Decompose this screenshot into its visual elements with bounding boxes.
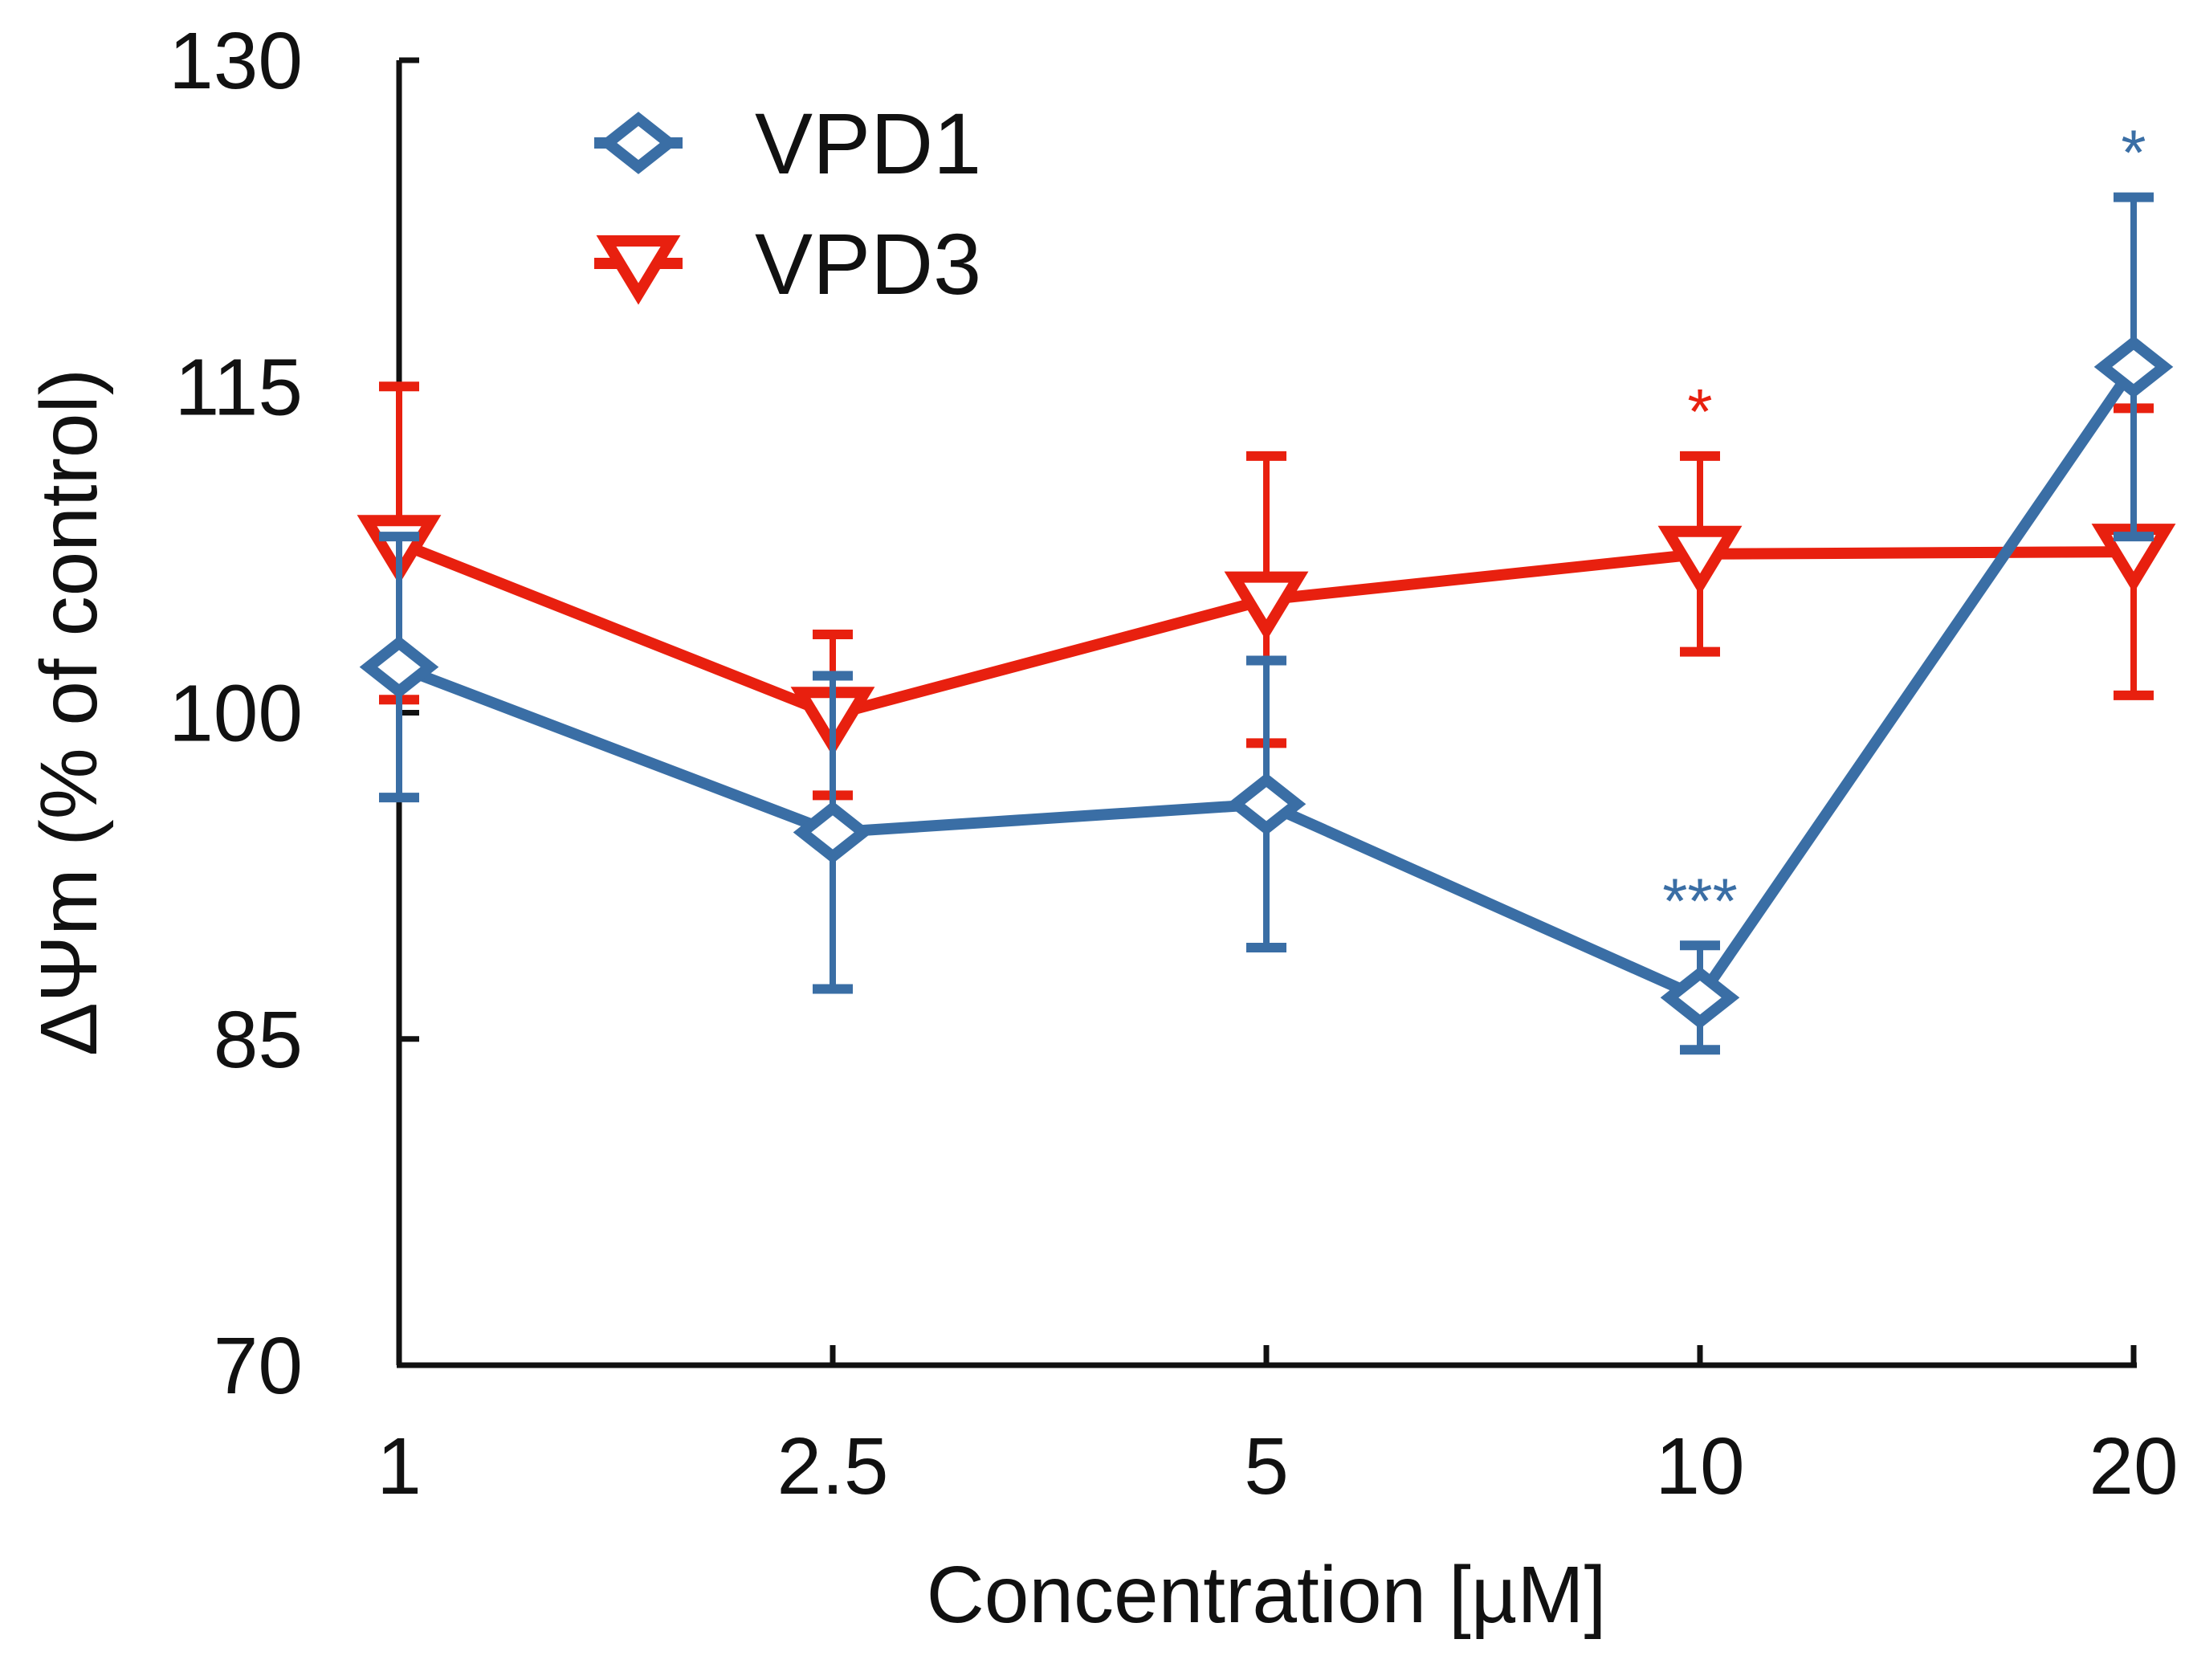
significance-label: *** (1662, 865, 1737, 936)
series-vpd1: **** (359, 117, 2174, 1055)
y-tick-label: 115 (175, 342, 303, 432)
significance-label: * (2121, 117, 2146, 189)
legend-marker (598, 112, 679, 174)
y-tick-label: 70 (214, 1321, 303, 1411)
data-point (359, 635, 439, 699)
data-point (1660, 966, 1740, 1030)
plot-area: ***** (357, 117, 2176, 1055)
legend-marker (596, 235, 681, 305)
significance-label: * (1687, 376, 1712, 447)
x-tick-label: 2.5 (777, 1421, 888, 1511)
y-tick-label: 100 (169, 669, 303, 759)
legend: VPD1 VPD3 (594, 95, 981, 312)
data-point (1226, 773, 1307, 836)
x-tick-label: 5 (1244, 1421, 1289, 1511)
data-point (1657, 525, 1743, 596)
x-axis-label: Concentration [µM] (927, 1550, 1607, 1640)
y-axis-label: ΔΨm (% of control) (24, 369, 114, 1056)
x-tick-label: 20 (2089, 1421, 2178, 1511)
axes: 70 85 100 115 130 1 2.5 5 10 20 (169, 16, 2178, 1511)
legend-item-vpd1: VPD1 (594, 95, 981, 192)
x-tick-label: 1 (377, 1421, 422, 1511)
data-point (1224, 571, 1309, 642)
x-tick-label: 10 (1655, 1421, 1744, 1511)
legend-item-vpd3: VPD3 (594, 215, 981, 312)
legend-label: VPD1 (755, 95, 981, 192)
y-tick-label: 85 (214, 995, 303, 1085)
data-point (793, 801, 873, 864)
data-point (2093, 335, 2174, 398)
legend-label: VPD3 (755, 215, 981, 312)
y-tick-label: 130 (169, 16, 303, 106)
